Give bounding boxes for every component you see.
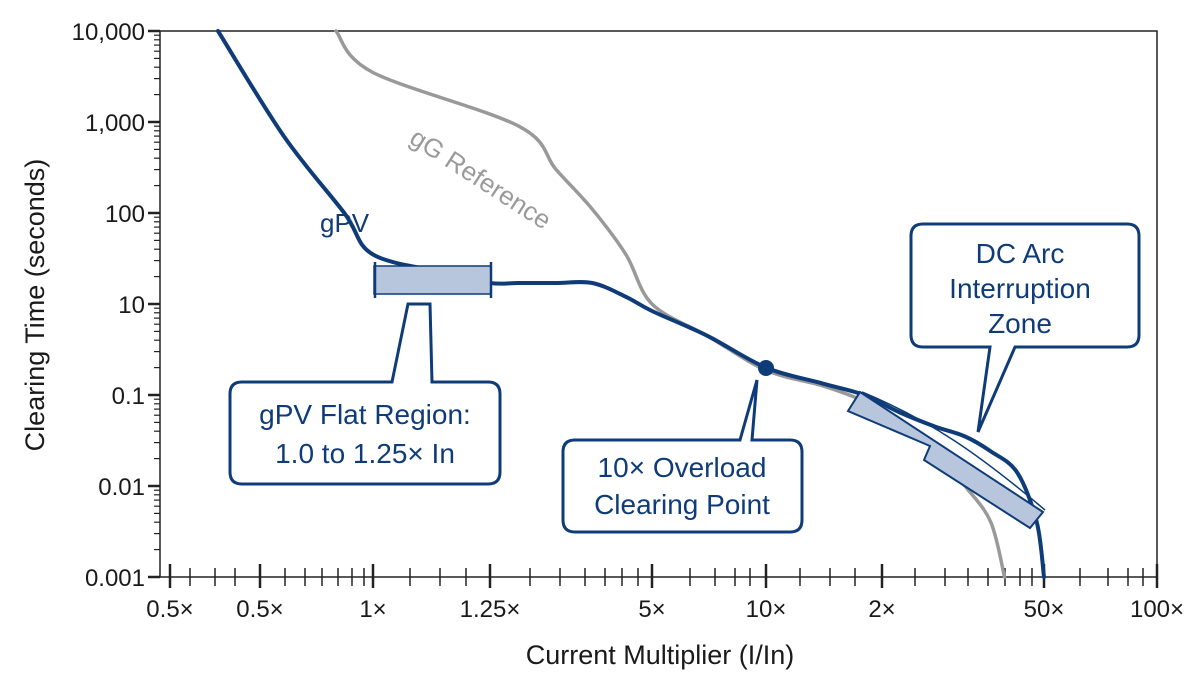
x-tick-label: 1×	[359, 596, 386, 623]
y-tick-label: 1,000	[85, 110, 145, 137]
arc-zone-callout: DC Arc Interruption Zone	[909, 222, 1141, 433]
arc-zone-outline	[861, 391, 1046, 511]
arc-zone-highlight	[846, 390, 1046, 530]
x-minor-ticks	[189, 568, 1144, 586]
y-axis: 10,000 1,000 100 10 0.1 0.01 0.001	[72, 19, 160, 592]
x-tick-label: 50×	[1024, 596, 1065, 623]
y-tick-label: 0.01	[98, 474, 145, 501]
flat-region-callout-box	[228, 302, 502, 486]
gpv-series-label: gPV	[320, 208, 370, 238]
overload-point-marker	[758, 360, 774, 376]
arc-zone-callout-line2: Interruption	[949, 273, 1091, 304]
x-tick-label: 2×	[868, 596, 895, 623]
y-minor-ticks	[154, 34, 160, 551]
arc-zone-callout-box	[909, 222, 1141, 433]
overload-callout-line1: 10× Overload	[598, 452, 767, 483]
x-axis-title: Current Multiplier (I/In)	[526, 640, 795, 670]
overload-callout: 10× Overload Clearing Point	[561, 379, 804, 534]
series-line-gpv	[216, 29, 1046, 579]
arc-zone-callout-line1: DC Arc	[976, 238, 1065, 269]
x-tick-label: 100×	[1130, 596, 1184, 623]
y-tick-label: 0.001	[85, 565, 145, 592]
y-tick-label: 10,000	[72, 19, 145, 46]
y-tick-label: 10	[118, 292, 145, 319]
x-tick-label: 0.5×	[146, 596, 193, 623]
x-tick-label: 1.25×	[460, 596, 521, 623]
x-tick-label: 0.5×	[236, 596, 283, 623]
x-tick-label: 5×	[638, 596, 665, 623]
y-tick-label: 0.1	[112, 383, 145, 410]
overload-callout-box	[561, 379, 804, 534]
y-tick-label: 100	[105, 201, 145, 228]
flat-region-callout-line2: 1.0 to 1.25× In	[275, 438, 455, 469]
flat-region-band	[373, 265, 492, 295]
x-tick-label: 10×	[746, 596, 787, 623]
flat-region-callout-line1: gPV Flat Region:	[259, 399, 471, 430]
arc-zone-band	[846, 390, 1045, 530]
arc-zone-callout-line3: Zone	[988, 308, 1052, 339]
flat-region-highlight	[373, 262, 493, 298]
y-axis-title: Clearing Time (seconds)	[20, 159, 50, 452]
flat-region-callout: gPV Flat Region: 1.0 to 1.25× In	[228, 302, 502, 486]
x-axis: 0.5× 0.5× 1× 1.25× 5× 10× 2× 50× 100×	[146, 564, 1184, 623]
gg-series-label: gG Reference	[405, 122, 557, 235]
overload-callout-line2: Clearing Point	[594, 489, 770, 520]
